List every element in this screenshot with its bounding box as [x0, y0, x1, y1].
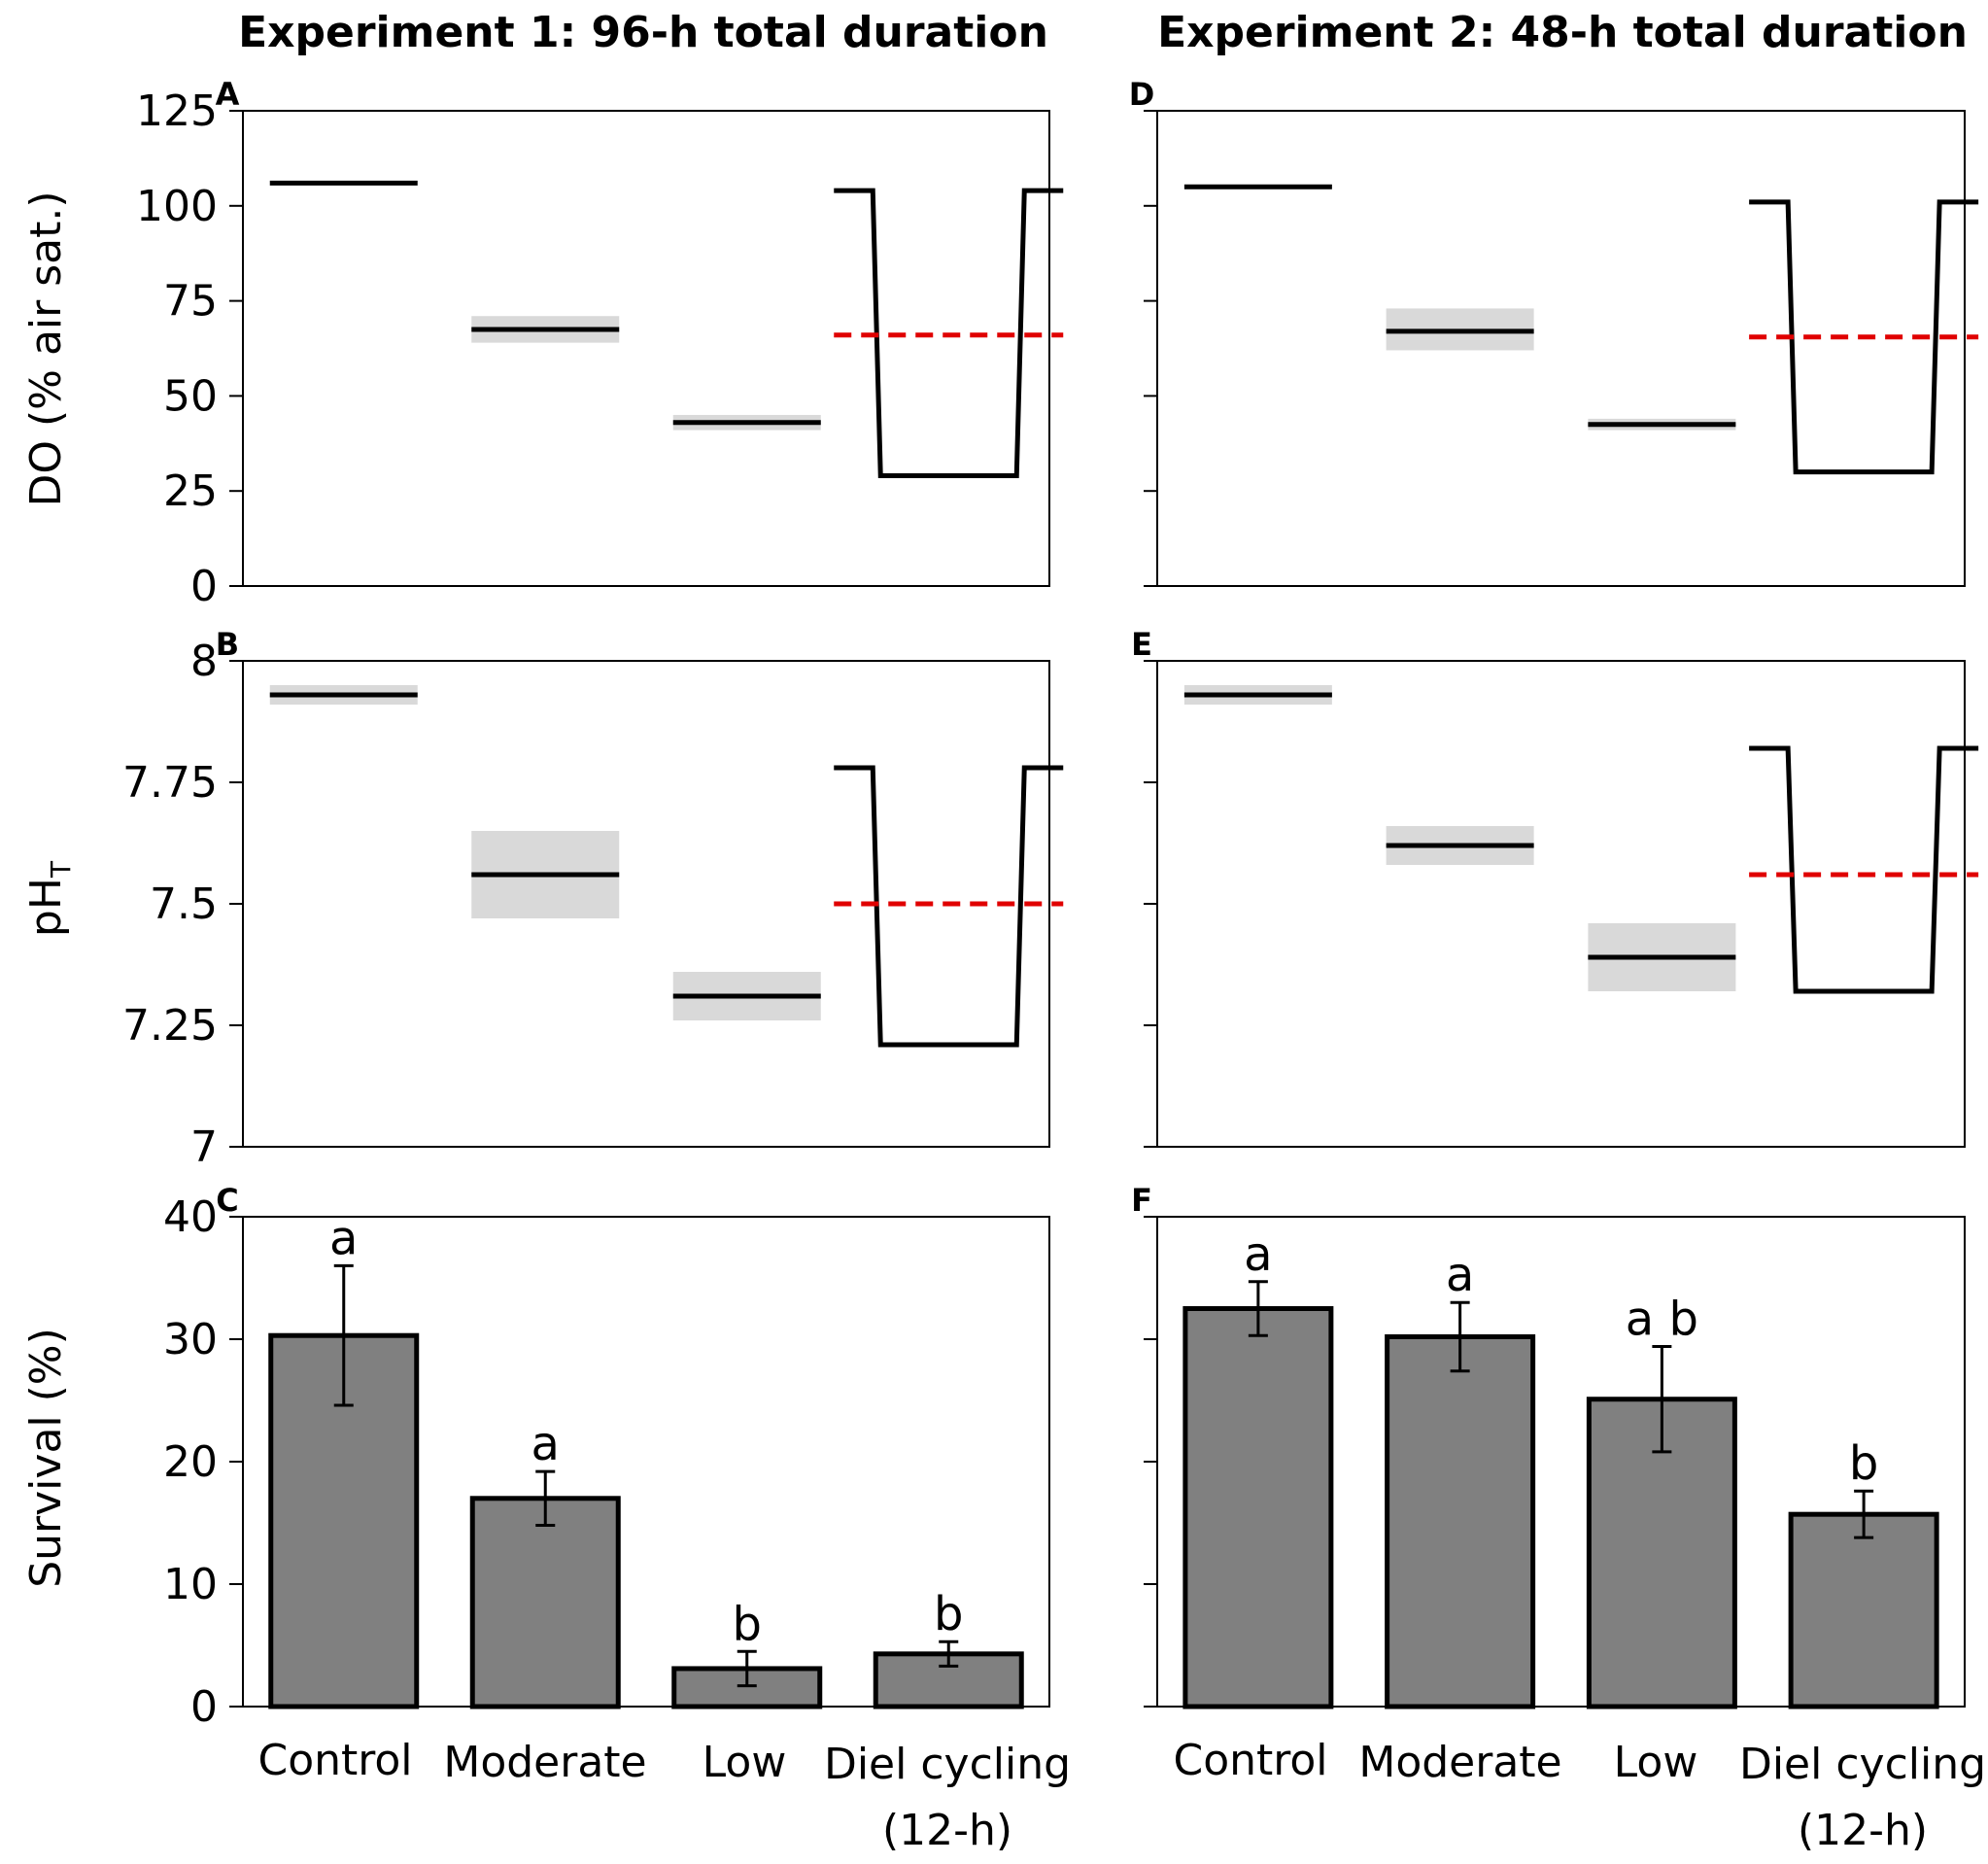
- ph-axis-title-main: pH: [21, 878, 71, 937]
- y-tick-label: 10: [163, 1560, 218, 1609]
- categories-experiment-1: Control Moderate Low Diel cycling (12-h): [257, 1736, 1071, 1855]
- y-tick-label: 0: [190, 1682, 218, 1732]
- significance-letter: a: [1244, 1227, 1272, 1282]
- category-label-moderate: Moderate: [1358, 1738, 1561, 1787]
- y-tick-label: 25: [163, 466, 218, 516]
- y-tick-label: 20: [163, 1437, 218, 1487]
- y-tick-label: 7: [190, 1122, 218, 1172]
- survival-bar: [469, 1496, 621, 1709]
- plot-frame: [242, 110, 1050, 587]
- category-label-diel-cycling: Diel cycling: [1739, 1740, 1986, 1789]
- ph-axis-title-subscript: T: [45, 860, 77, 879]
- do-axis-title: DO (% air sat.): [21, 190, 71, 506]
- y-tick-label: 125: [136, 86, 218, 136]
- survival-axis-title: Survival (%): [21, 1328, 71, 1588]
- panel-b: B 7 7.25 7.5 7.75 8: [122, 626, 1064, 1172]
- plot-frame: [1156, 660, 1966, 1148]
- y-tick-label: 8: [190, 637, 218, 686]
- diel-cycle-line: [1749, 199, 1979, 475]
- y-tick-label: 100: [136, 182, 218, 231]
- y-tick-label: 75: [163, 277, 218, 327]
- panel-label: A: [216, 76, 240, 113]
- ph-axis-title: pHT: [21, 860, 77, 937]
- category-label-diel-cycling-period: (12-h): [882, 1806, 1012, 1855]
- panels: A 0 25 50 75 100 125 B 7 7.25 7.5 7.75 8 C 0 10 20 30 40 a a…: [122, 76, 1979, 1732]
- category-label-control: Control: [257, 1736, 412, 1785]
- category-label-control: Control: [1173, 1736, 1327, 1785]
- survival-bar: [1788, 1511, 1939, 1709]
- y-tick-label: 7.75: [122, 758, 218, 808]
- y-tick-label: 0: [190, 562, 218, 611]
- y-tick-label: 7.25: [122, 1001, 218, 1051]
- category-label-low: Low: [703, 1738, 787, 1787]
- category-label-moderate: Moderate: [443, 1738, 646, 1787]
- significance-letter: a: [1446, 1248, 1474, 1302]
- significance-letter: b: [733, 1597, 762, 1651]
- y-tick-label: 50: [163, 371, 218, 421]
- significance-letter: a: [329, 1211, 358, 1265]
- panel-d: D: [1129, 76, 1979, 587]
- panel-label: C: [216, 1182, 238, 1219]
- panel-a: A 0 25 50 75 100 125: [136, 76, 1064, 611]
- significance-letter: a: [531, 1417, 560, 1471]
- experiment-1-title: Experiment 1: 96-h total duration: [238, 8, 1048, 57]
- category-label-low: Low: [1614, 1738, 1698, 1787]
- experiment-2-title: Experiment 2: 48-h total duration: [1157, 8, 1968, 57]
- y-tick-label: 40: [163, 1192, 218, 1242]
- survival-bar: [1183, 1306, 1334, 1709]
- panel-label: D: [1129, 76, 1155, 113]
- y-tick-label: 30: [163, 1315, 218, 1364]
- diel-cycle-line: [1749, 745, 1979, 994]
- survival-bar: [1385, 1333, 1536, 1709]
- plot-frame: [1156, 110, 1966, 587]
- diel-cycle-line: [834, 765, 1064, 1048]
- panel-label: F: [1131, 1182, 1152, 1219]
- y-tick-label: 7.5: [150, 880, 218, 929]
- categories-experiment-2: Control Moderate Low Diel cycling (12-h): [1173, 1736, 1986, 1855]
- significance-letter: b: [1849, 1436, 1878, 1491]
- significance-letter: a b: [1626, 1293, 1698, 1347]
- panel-c: C 0 10 20 30 40 a a b b: [163, 1182, 1050, 1732]
- category-label-diel-cycling: Diel cycling: [824, 1740, 1071, 1789]
- panel-e: E: [1131, 626, 1979, 1148]
- panel-label: E: [1131, 626, 1152, 663]
- panel-f: Fa a a b b: [1131, 1182, 1966, 1709]
- diel-cycle-line: [834, 188, 1064, 479]
- category-label-diel-cycling-period: (12-h): [1798, 1806, 1928, 1855]
- significance-letter: b: [934, 1587, 963, 1641]
- panel-label: B: [216, 626, 239, 663]
